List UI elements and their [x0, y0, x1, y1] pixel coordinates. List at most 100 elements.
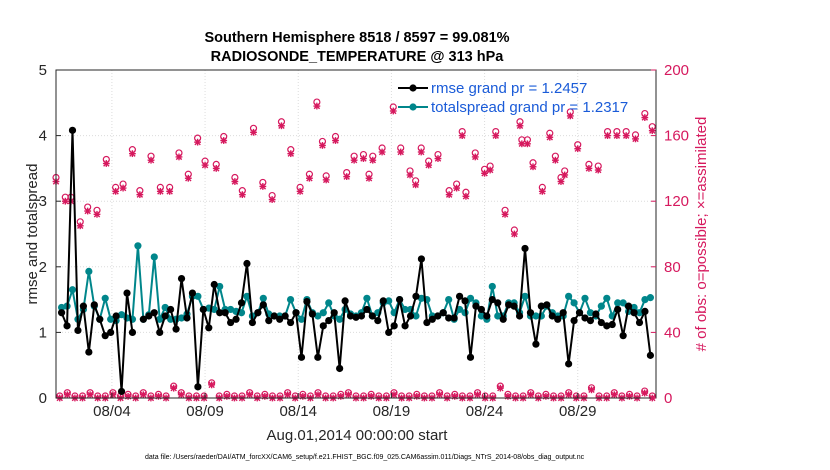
- obs-assimilated-point-55: [557, 178, 565, 185]
- rmse-point-107: [641, 307, 649, 316]
- obs-assimilated-point-67: [516, 122, 524, 130]
- obs-assimilated-point-45-stroke-3: [462, 193, 470, 200]
- rmse-point-58: [374, 316, 382, 325]
- x-tick-label-5: 08/29: [559, 403, 597, 420]
- rmse-point-87: [532, 340, 540, 348]
- obs-assimilated-point-33-stroke-3: [350, 156, 358, 164]
- rmse-point-65: [412, 292, 420, 300]
- obs-low-assimilated-70: [588, 386, 595, 394]
- rmse-point-7: [96, 315, 104, 323]
- legend-spread-marker: [409, 103, 417, 111]
- totalspread-point-2: [68, 286, 77, 294]
- x-tick-label-4: 08/24: [466, 403, 504, 420]
- totalspread-point-28: [210, 305, 218, 314]
- totalspread-point-11: [117, 311, 126, 319]
- totalspread-point-37: [259, 294, 267, 302]
- obs-low-assimilated-7: [109, 391, 117, 399]
- totalspread-point-31: [227, 305, 235, 314]
- rmse-point-8: [101, 332, 109, 340]
- rmse-point-10: [112, 312, 120, 320]
- totalspread-point-29: [216, 282, 224, 291]
- rmse-point-62: [396, 296, 404, 304]
- obs-low-assimilated-50: [436, 391, 443, 399]
- totalspread-point-25: [194, 292, 202, 300]
- obs-assimilated-point-54-stroke-3: [546, 134, 554, 141]
- obs-assimilated-point-59: [594, 166, 602, 174]
- rmse-point-2: [68, 126, 77, 134]
- obs-low-assimilated-20: [208, 381, 216, 389]
- rmse-point-50: [330, 309, 338, 317]
- obs-assimilated-point-66: [524, 140, 531, 148]
- rmse-point-9: [107, 328, 115, 336]
- rmse-point-3: [74, 326, 82, 335]
- rmse-point-39: [270, 312, 278, 320]
- obs-assimilated-point-73: [365, 174, 373, 182]
- x-tick-label-1: 08/09: [186, 403, 224, 420]
- rmse-point-34: [243, 259, 251, 268]
- obs-low-assimilated-58-stroke-3: [497, 384, 504, 392]
- obs-assimilated-point-26-stroke-3: [287, 150, 294, 157]
- obs-assimilated-point-61-stroke-3: [613, 132, 621, 139]
- rmse-point-33: [237, 299, 246, 307]
- obs-assimilated-point-50: [510, 230, 518, 238]
- x-tick-label-0: 08/04: [93, 403, 131, 420]
- obs-assimilated-point-21: [238, 191, 246, 199]
- y-left-tick-label-4: 4: [39, 128, 47, 145]
- rmse-point-104: [625, 302, 633, 310]
- rmse-point-17: [150, 309, 158, 317]
- obs-assimilated-point-18: [212, 165, 220, 172]
- obs-assimilated-point-36: [378, 148, 386, 156]
- rmse-point-106: [635, 318, 644, 327]
- obs-assimilated-point-27-stroke-3: [296, 188, 304, 195]
- obs-assimilated-point-1-stroke-3: [62, 197, 69, 205]
- obs-assimilated-point-47-stroke-3: [481, 170, 488, 177]
- totalspread-point-51: [336, 315, 344, 323]
- plot-frame: [55, 69, 657, 399]
- obs-assimilated-point-40: [417, 148, 425, 156]
- obs-low-assimilated-32: [299, 392, 307, 400]
- rmse-point-64: [406, 312, 415, 320]
- totalspread-point-60: [385, 297, 393, 305]
- obs-assimilated-point-56: [566, 112, 574, 120]
- obs-assimilated-point-29: [313, 102, 321, 110]
- x-axis-label: Aug.01,2014 00:00:00 start: [267, 427, 449, 444]
- obs-low-assimilated-15: [170, 384, 178, 392]
- obs-assimilated-point-61: [613, 132, 621, 139]
- rmse-point-92: [559, 309, 567, 317]
- rmse-point-75: [466, 353, 475, 361]
- obs-assimilated-point-23-stroke-3: [259, 183, 267, 190]
- rmse-point-40: [276, 315, 284, 323]
- rmse-point-72: [450, 314, 458, 322]
- obs-assimilated-point-54: [546, 133, 554, 141]
- totalspread-point-80: [494, 312, 502, 320]
- totalspread-point-96: [581, 294, 589, 302]
- totalspread-point-79: [488, 282, 496, 291]
- rmse-point-35: [248, 318, 257, 327]
- obs-assimilated-point-19-stroke-3: [220, 137, 227, 144]
- obs-assimilated-point-11-stroke-3: [147, 156, 155, 164]
- obs-assimilated-point-70-stroke-3: [486, 166, 494, 174]
- rmse-point-91: [554, 315, 562, 323]
- obs-assimilated-point-56-stroke-3: [567, 112, 574, 120]
- rmse-point-24: [188, 289, 197, 297]
- obs-assimilated-point-29-stroke-3: [313, 102, 321, 110]
- obs-assimilated-point-25: [278, 122, 285, 130]
- obs-assimilated-point-69-stroke-3: [561, 171, 568, 179]
- rmse-point-76: [472, 302, 480, 310]
- obs-assimilated-point-32-stroke-3: [343, 173, 350, 180]
- rmse-point-61: [390, 322, 398, 330]
- y-right-tick-label-0: 0: [664, 390, 672, 407]
- obs-low-assimilated-77: [641, 389, 649, 397]
- rmse-point-21: [172, 325, 180, 333]
- rmse-point-6: [90, 301, 98, 309]
- obs-assimilated-point-71: [458, 132, 466, 139]
- y-right-tick-label-1: 40: [664, 324, 681, 341]
- totalspread-point-5: [85, 267, 93, 275]
- rmse-point-22: [177, 275, 186, 283]
- rmse-line-0: [60, 130, 134, 392]
- obs-low-assimilated-11-stroke-3: [140, 391, 147, 398]
- obs-assimilated-point-39-stroke-3: [406, 171, 414, 179]
- obs-low-assimilated-34-stroke-3: [314, 391, 322, 398]
- rmse-point-4: [79, 302, 87, 310]
- obs-assimilated-point-17: [201, 161, 209, 169]
